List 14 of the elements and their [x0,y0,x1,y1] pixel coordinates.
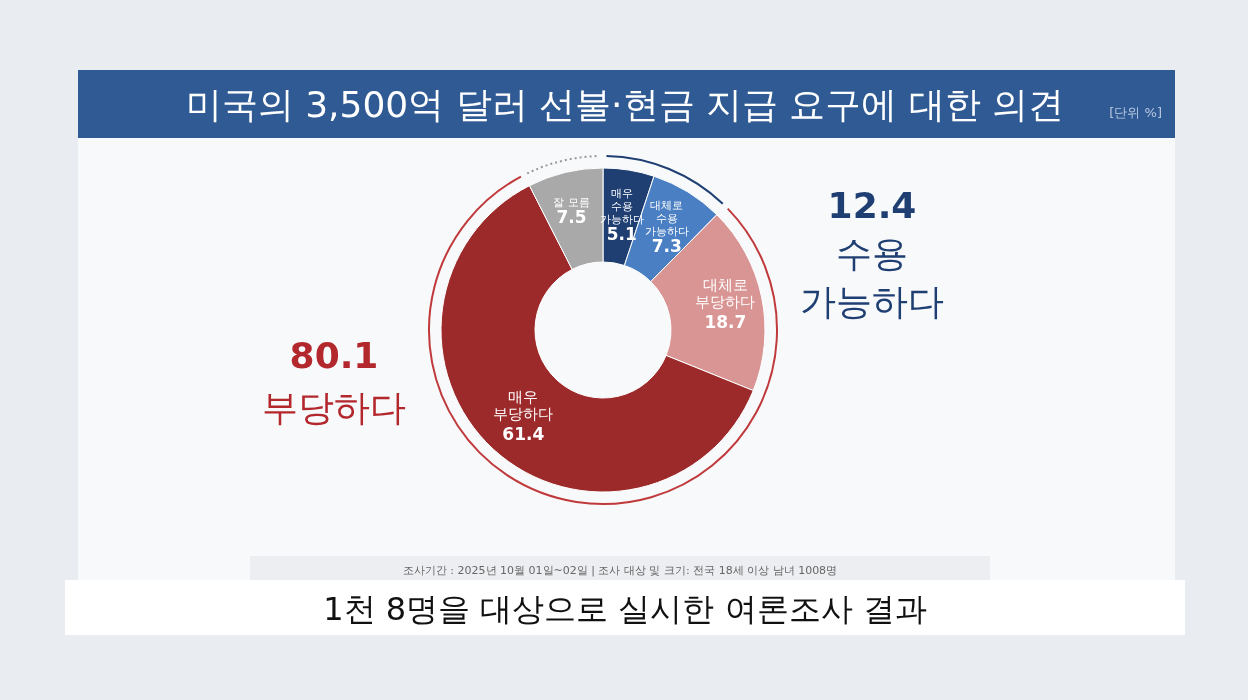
slice-label: 잘 모름 [553,195,590,209]
data-label: 61.4 [502,424,545,445]
data-label: 7.3 [651,236,682,257]
data-label: 7.5 [556,206,587,227]
slice-label: 매우 부당하다 [493,388,554,424]
text: 12.4 수용 가능하다 [800,185,944,322]
text: 80.1 부당하다 [262,335,406,428]
text: 1천 8명을 대상으로 실시한 여론조사 결과 [323,590,927,628]
slice-label: 대체로 부당하다 [695,275,756,311]
text: [단위 %] [1109,105,1162,120]
text: 조사기간 : 2025년 10월 01일~02일 | 조사 대상 및 크기: 전국 18세 이상 남녀 1008명 [402,564,838,577]
slice-label: 대체로 수용 가능하다 [644,199,689,239]
data-label: 18.7 [704,311,747,332]
chart-title: 미국의 3,500억 달러 선불·현금 지급 요구에 대한 의견 [185,84,1065,125]
